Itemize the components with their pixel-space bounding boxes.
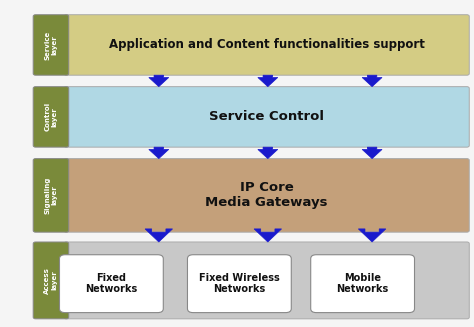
FancyBboxPatch shape	[33, 15, 69, 75]
Polygon shape	[358, 229, 386, 242]
FancyBboxPatch shape	[311, 255, 414, 313]
Text: Fixed
Networks: Fixed Networks	[85, 273, 137, 295]
Text: Service Control: Service Control	[209, 111, 324, 123]
Text: Service
layer: Service layer	[45, 30, 57, 60]
FancyBboxPatch shape	[64, 15, 469, 75]
FancyBboxPatch shape	[64, 87, 469, 147]
Text: Mobile
Networks: Mobile Networks	[337, 273, 389, 295]
FancyBboxPatch shape	[64, 159, 469, 232]
FancyBboxPatch shape	[33, 242, 69, 319]
FancyBboxPatch shape	[64, 242, 469, 319]
Text: Signaling
layer: Signaling layer	[45, 177, 57, 214]
Polygon shape	[145, 229, 173, 242]
Polygon shape	[258, 147, 278, 159]
Polygon shape	[149, 147, 169, 159]
Polygon shape	[254, 229, 282, 242]
Text: Fixed Wireless
Networks: Fixed Wireless Networks	[199, 273, 280, 295]
Polygon shape	[258, 75, 278, 87]
Text: Access
layer: Access layer	[45, 267, 57, 294]
FancyBboxPatch shape	[187, 255, 291, 313]
Polygon shape	[362, 147, 382, 159]
FancyBboxPatch shape	[33, 87, 69, 147]
Polygon shape	[362, 75, 382, 87]
Text: IP Core
Media Gateways: IP Core Media Gateways	[205, 181, 328, 209]
Polygon shape	[149, 75, 169, 87]
FancyBboxPatch shape	[59, 255, 163, 313]
FancyBboxPatch shape	[33, 159, 69, 232]
Text: Control
layer: Control layer	[45, 102, 57, 131]
Text: Application and Content functionalities support: Application and Content functionalities …	[109, 39, 425, 51]
